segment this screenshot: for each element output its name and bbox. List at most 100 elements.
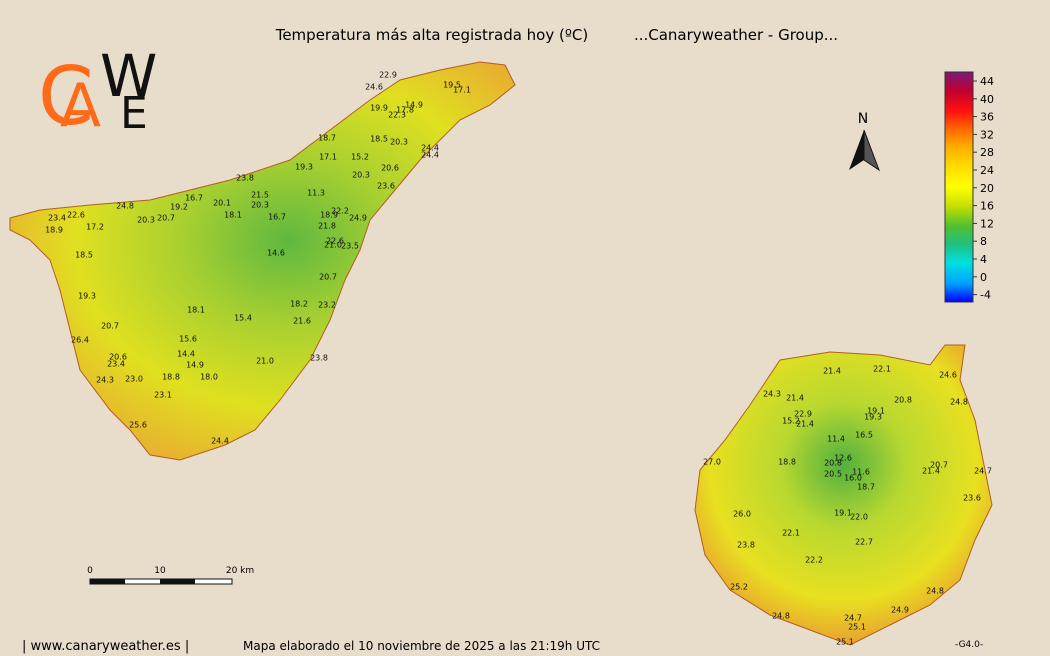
station-temp: 21.4 [823,367,841,376]
station-temp: 26.0 [733,510,751,519]
legend-tick-label: 0 [980,271,987,284]
station-temp: 23.4 [107,360,125,369]
station-temp: 21.4 [922,467,940,476]
station-temp: 24.8 [926,587,944,596]
scale-bar: 0 10 20 km [87,566,254,585]
station-temp: 22.9 [794,410,812,419]
station-temp: 18.8 [162,373,180,382]
station-temp: 16.5 [855,431,873,440]
station-temp: 15.2 [782,417,800,426]
station-temp: 20.7 [930,461,948,470]
scale-label: 0 [87,566,93,576]
station-temp: 21.0 [256,357,274,366]
station-temp: 16.0 [844,474,862,483]
station-temp: 20.8 [894,396,912,405]
station-temp: 21.4 [796,420,814,429]
station-temp: 23.5 [341,242,359,251]
station-temp: 21.0 [324,241,342,250]
legend-tick-label: 12 [980,217,994,230]
station-temp: 21.6 [293,317,311,326]
station-temp: 19.2 [170,203,188,212]
station-temp: 19.1 [834,509,852,518]
station-temp: 24.7 [844,614,862,623]
station-temp: 23.8 [236,174,254,183]
station-temp: 23.6 [377,182,395,191]
station-temp: 14.4 [177,350,195,359]
station-temp: 24.9 [349,214,367,223]
station-temp: 23.8 [737,541,755,550]
station-temp: 18.9 [320,211,338,220]
station-temp: 20.7 [319,273,337,282]
station-temp: 19.3 [78,292,96,301]
legend-tick-label: 36 [980,111,994,124]
station-temp: 24.8 [772,612,790,621]
logo: C A W E [38,42,157,143]
station-temp: 24.3 [763,390,781,399]
station-temp: 26.4 [71,336,89,345]
legend-tick-label: 40 [980,93,994,106]
legend-tick-label: -4 [980,289,991,302]
station-temp: 25.6 [129,421,147,430]
station-temp: 12.6 [834,454,852,463]
station-temp: 24.8 [116,202,134,211]
station-temp: 20.5 [824,470,842,479]
station-temp: 24.6 [365,83,383,92]
tenerife [9,61,516,461]
station-temp: 18.0 [200,373,218,382]
north-arrow: N [849,111,881,172]
scale-label: 10 [154,566,166,576]
logo-letter: C [38,50,94,143]
station-temp: 11.4 [827,435,845,444]
station-temp: 22.6 [67,211,85,220]
station-temp: 23.6 [963,494,981,503]
legend-tick-label: 32 [980,128,994,141]
station-temp: 20.1 [213,199,231,208]
station-temp: 24.4 [421,144,439,153]
arrow-right [863,129,881,172]
arrow-left [849,130,864,170]
logo-letter: W [100,42,157,110]
station-temp: 23.2 [318,301,336,310]
station-temp: 15.6 [179,335,197,344]
station-temp: 22.0 [850,513,868,522]
station-temp: 25.2 [730,583,748,592]
station-temp: 22.9 [379,71,397,80]
station-temp: 20.3 [390,138,408,147]
station-temp: 25.1 [836,638,854,647]
scale-seg [90,579,125,584]
station-temp: 17.2 [86,223,104,232]
legend-tick-label: 24 [980,164,994,177]
station-temp: 16.7 [268,213,286,222]
station-temp: 23.8 [310,354,328,363]
station-temp: 22.2 [805,556,823,565]
station-temp: 23.1 [154,391,172,400]
station-temp: 19.9 [370,104,388,113]
station-temp: 18.1 [187,306,205,315]
footer-version: -G4.0- [955,640,983,650]
station-temp: 18.2 [290,300,308,309]
station-temp: 15.2 [351,153,369,162]
station-temp: 18.8 [778,458,796,467]
station-temp: 25.1 [848,623,866,632]
logo-letter: A [60,71,101,141]
station-temp: 18.7 [318,134,336,143]
station-temp: 17.1 [453,86,471,95]
station-temp: 22.7 [855,538,873,547]
station-temp: 20.7 [101,322,119,331]
station-temp: 24.8 [950,398,968,407]
station-temp: 19.1 [867,407,885,416]
station-temp: 18.7 [857,483,875,492]
station-temp: 24.4 [211,437,229,446]
legend-tick-label: 28 [980,146,994,159]
station-temp: 21.8 [318,222,336,231]
station-temp: 14.9 [186,361,204,370]
station-temp: 19.3 [864,413,882,422]
station-temp: 14.6 [267,249,285,258]
station-temp: 20.6 [381,164,399,173]
station-temp: 24.7 [974,467,992,476]
station-temp: 11.3 [307,189,325,198]
station-temp: 17.8 [396,106,414,115]
station-temp: 24.9 [891,606,909,615]
station-temp: 22.1 [873,365,891,374]
